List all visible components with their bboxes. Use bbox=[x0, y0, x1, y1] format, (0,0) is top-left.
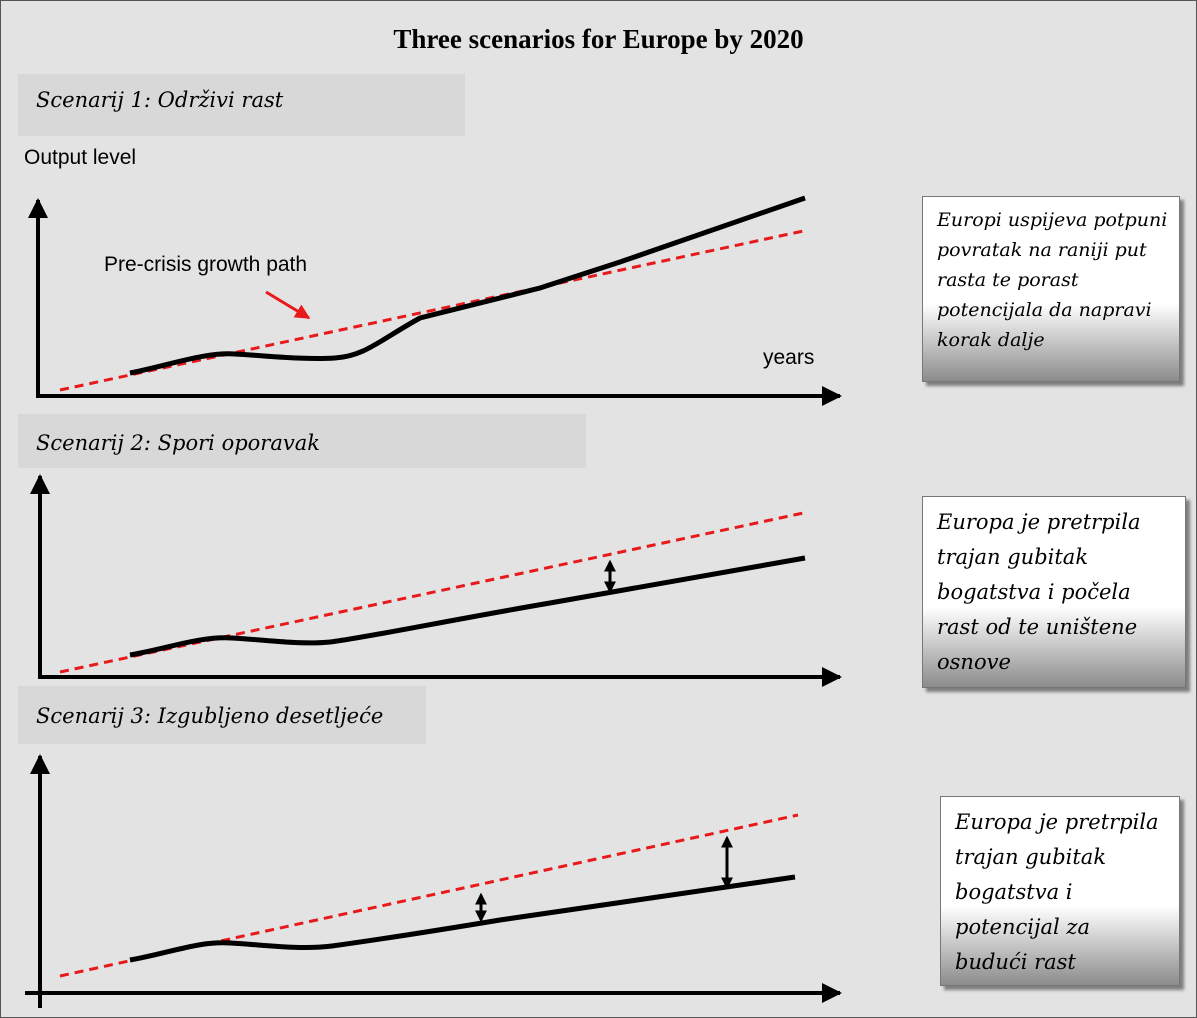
scenario-3-description: Europa je pretrpila trajan gubitak bogat… bbox=[940, 796, 1180, 986]
panel-3-axes bbox=[25, 754, 842, 1008]
panel-2-axes bbox=[30, 474, 842, 687]
panel-3-actual-output-line bbox=[129, 874, 796, 963]
scenario-2-label: Scenarij 2: Spori oporavak bbox=[18, 414, 586, 468]
scenario-1-description: Europi uspijeva potpuni povratak na rani… bbox=[922, 196, 1180, 382]
x-axis-label: years bbox=[763, 346, 815, 369]
panel-2-actual-output-line bbox=[129, 555, 806, 658]
scenario-1-label: Scenarij 1: Održivi rast bbox=[18, 74, 465, 136]
panel-1-axes bbox=[28, 198, 842, 406]
pre-crisis-annotation: Pre-crisis growth path bbox=[104, 253, 308, 276]
panel-1-actual-output-line bbox=[129, 195, 806, 376]
panel-1-pre-crisis-line bbox=[59, 228, 809, 392]
scenario-2-description: Europa je pretrpila trajan gubitak bogat… bbox=[922, 496, 1186, 688]
pre-crisis-pointer-arrow bbox=[265, 290, 311, 320]
y-axis-label: Output level bbox=[24, 146, 137, 169]
figure-title: Three scenarios for Europe by 2020 bbox=[393, 24, 804, 54]
scenario-3-label: Scenarij 3: Izgubljeno desetljeće bbox=[18, 686, 426, 744]
